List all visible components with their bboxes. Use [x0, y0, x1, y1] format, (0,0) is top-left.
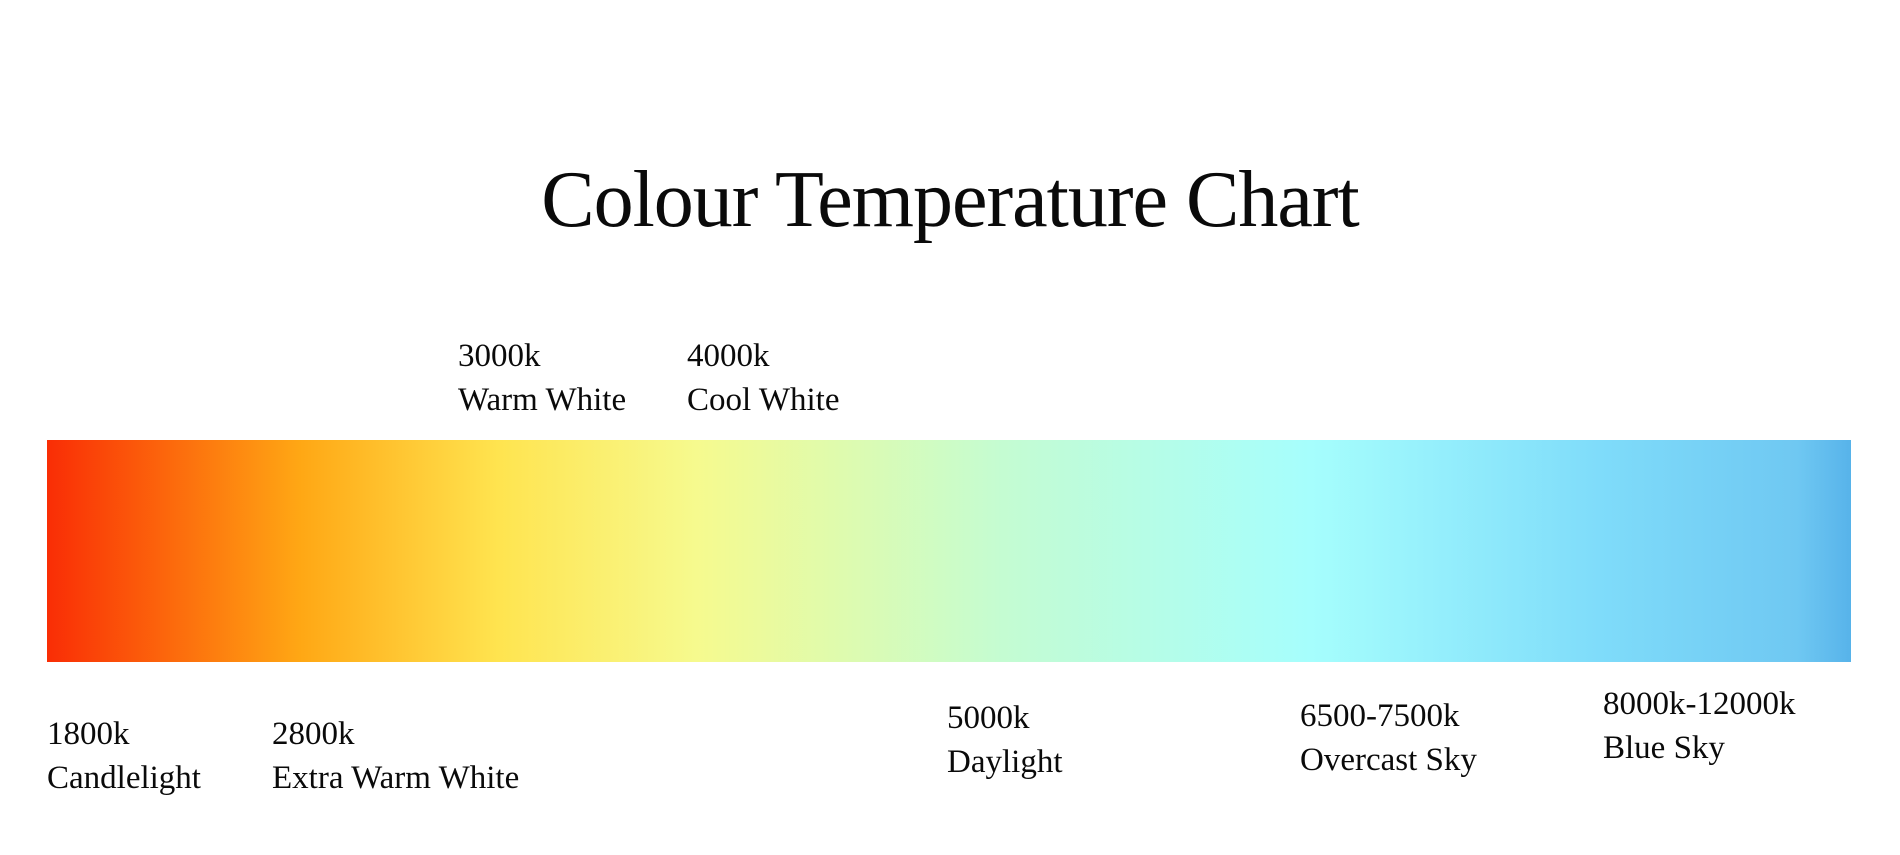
kelvin-value: 8000k-12000k — [1603, 686, 1796, 722]
kelvin-description: Cool White — [687, 382, 840, 418]
scale-label-daylight: 5000k Daylight — [947, 696, 1062, 784]
scale-label-warm-white: 3000k Warm White — [458, 334, 626, 422]
kelvin-description: Daylight — [947, 744, 1063, 780]
kelvin-description: Candlelight — [47, 760, 201, 796]
kelvin-description: Blue Sky — [1603, 730, 1725, 766]
kelvin-description: Warm White — [458, 382, 627, 418]
scale-label-candlelight: 1800k Candlelight — [47, 712, 201, 800]
kelvin-value: 5000k — [947, 700, 1030, 736]
kelvin-value: 2800k — [272, 716, 355, 752]
kelvin-value: 6500-7500k — [1300, 698, 1460, 734]
kelvin-value: 1800k — [47, 716, 130, 752]
scale-label-blue-sky: 8000k-12000k Blue Sky — [1603, 682, 1796, 770]
kelvin-value: 4000k — [687, 338, 770, 374]
page-title: Colour Temperature Chart — [541, 156, 1360, 244]
kelvin-description: Overcast Sky — [1300, 742, 1477, 778]
kelvin-value: 3000k — [458, 338, 541, 374]
kelvin-description: Extra Warm White — [272, 760, 520, 796]
scale-label-cool-white: 4000k Cool White — [687, 334, 839, 422]
scale-label-overcast-sky: 6500-7500k Overcast Sky — [1300, 694, 1477, 782]
temperature-gradient-bar — [47, 440, 1851, 662]
scale-label-extra-warm-white: 2800k Extra Warm White — [272, 712, 519, 800]
